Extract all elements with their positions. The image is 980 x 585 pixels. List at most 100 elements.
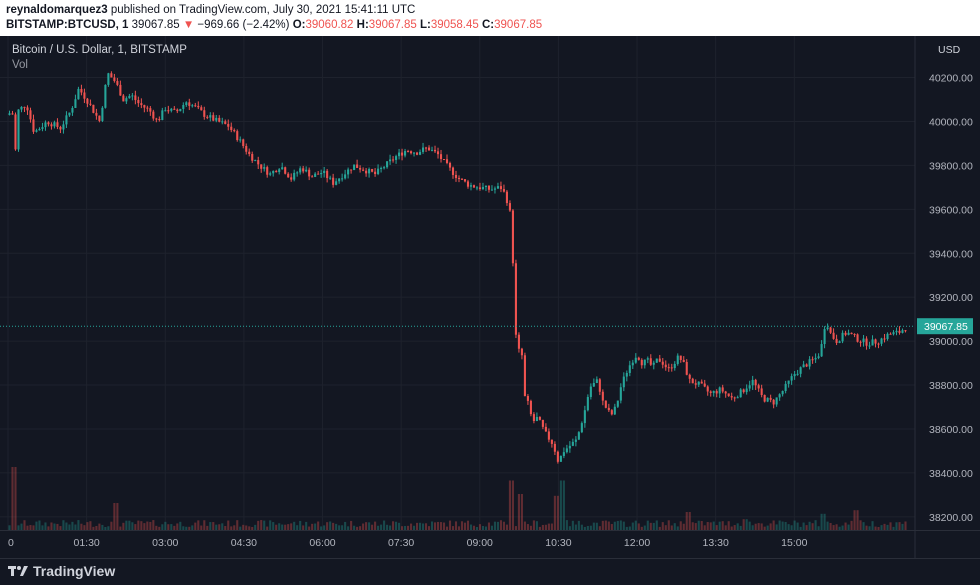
volume-bar [356, 526, 359, 530]
volume-bar [92, 526, 95, 530]
candle-body [871, 339, 874, 346]
candle-body [505, 191, 508, 204]
candle-body [682, 359, 685, 362]
candle-body [775, 397, 778, 405]
volume-bar [209, 522, 212, 530]
volume-bar [176, 523, 179, 530]
candle-body [445, 159, 449, 164]
volume-bar [520, 494, 523, 530]
volume-bar [625, 526, 628, 530]
candle-body [514, 263, 517, 335]
volume-bar [490, 525, 494, 530]
volume-bar [709, 522, 712, 530]
volume-bar [523, 521, 526, 530]
volume-bar [466, 520, 470, 530]
candle-body [29, 110, 32, 120]
volume-bar [457, 526, 461, 530]
candle-body [619, 387, 622, 401]
candle-body [206, 116, 209, 118]
volume-bar [227, 520, 230, 530]
volume-bar [601, 520, 604, 530]
price-chart[interactable]: 40200.00 40000.00 39800.00 39600.00 39400.00… [0, 36, 980, 558]
volume-bar [592, 522, 595, 530]
candle-body [718, 387, 721, 394]
volume-bar [251, 526, 254, 530]
candle-body [496, 186, 500, 189]
volume-bar [562, 480, 565, 530]
candle-body [296, 172, 299, 174]
candle-body [772, 399, 775, 405]
price-tick-label: 40200.00 [929, 73, 973, 85]
candle-body [412, 152, 416, 154]
volume-bar [496, 521, 500, 530]
volume-bar [290, 523, 293, 530]
candle-body [143, 105, 146, 108]
volume-bars [8, 467, 907, 530]
candle-body [670, 367, 673, 369]
volume-bar [838, 526, 841, 530]
volume-bar [859, 520, 862, 530]
candle-body [862, 338, 865, 343]
candle-body [562, 452, 565, 456]
candle-body [688, 374, 691, 379]
candle-body [194, 105, 197, 107]
candle-body [838, 341, 841, 343]
volume-bar [763, 526, 766, 530]
candle-body [308, 169, 311, 177]
candle-body [221, 121, 224, 123]
volume-bar [128, 520, 131, 530]
volume-bar [77, 520, 80, 530]
volume-bar [65, 522, 68, 530]
candle-body [164, 110, 167, 112]
candle-body [757, 385, 760, 389]
time-tick-label: 15:00 [781, 537, 807, 549]
candle-body [350, 169, 353, 171]
candle-body [646, 358, 649, 360]
candle-body [344, 174, 347, 179]
author-name[interactable]: reynaldomarquez3 [6, 4, 108, 16]
candle-body [463, 179, 467, 182]
volume-bar [553, 495, 556, 530]
volume-bar [823, 513, 826, 530]
volume-bar [284, 524, 287, 530]
candle-body [679, 355, 682, 360]
volume-bar [571, 520, 574, 530]
candle-body [281, 167, 284, 170]
volume-bar [233, 525, 236, 530]
volume-bar [359, 526, 362, 530]
candle-body [667, 367, 670, 369]
volume-bar [733, 525, 736, 530]
close-value: 39067.85 [494, 19, 543, 31]
tradingview-logo[interactable]: TradingView [8, 563, 115, 579]
volume-bar [164, 521, 167, 530]
candle-body [176, 109, 179, 112]
candle-body [32, 119, 35, 132]
candle-body [730, 396, 733, 398]
candle-body [380, 167, 383, 169]
volume-bar [652, 522, 655, 530]
candle-body [35, 130, 38, 132]
candle-body [472, 185, 476, 188]
candle-body [92, 104, 95, 113]
volume-bar [17, 525, 20, 530]
volume-bar [119, 526, 122, 530]
candle-body [260, 164, 263, 169]
volume-bar [529, 525, 532, 530]
candle-body [766, 397, 769, 402]
candle-body [14, 114, 17, 150]
volume-bar [386, 524, 389, 530]
publish-header: reynaldomarquez3 published on TradingVie… [0, 0, 980, 36]
volume-bar [712, 521, 715, 530]
candle-body [892, 332, 895, 335]
candle-body [484, 185, 488, 188]
candle-body [173, 108, 176, 110]
candle-body [709, 391, 712, 393]
volume-bar [850, 520, 853, 530]
volume-bar [131, 522, 134, 530]
candle-body [191, 105, 194, 107]
volume-bar [517, 494, 520, 530]
candle-body [371, 168, 374, 172]
volume-bar [676, 526, 679, 530]
volume-bar [50, 522, 53, 530]
candle-body [359, 167, 362, 170]
